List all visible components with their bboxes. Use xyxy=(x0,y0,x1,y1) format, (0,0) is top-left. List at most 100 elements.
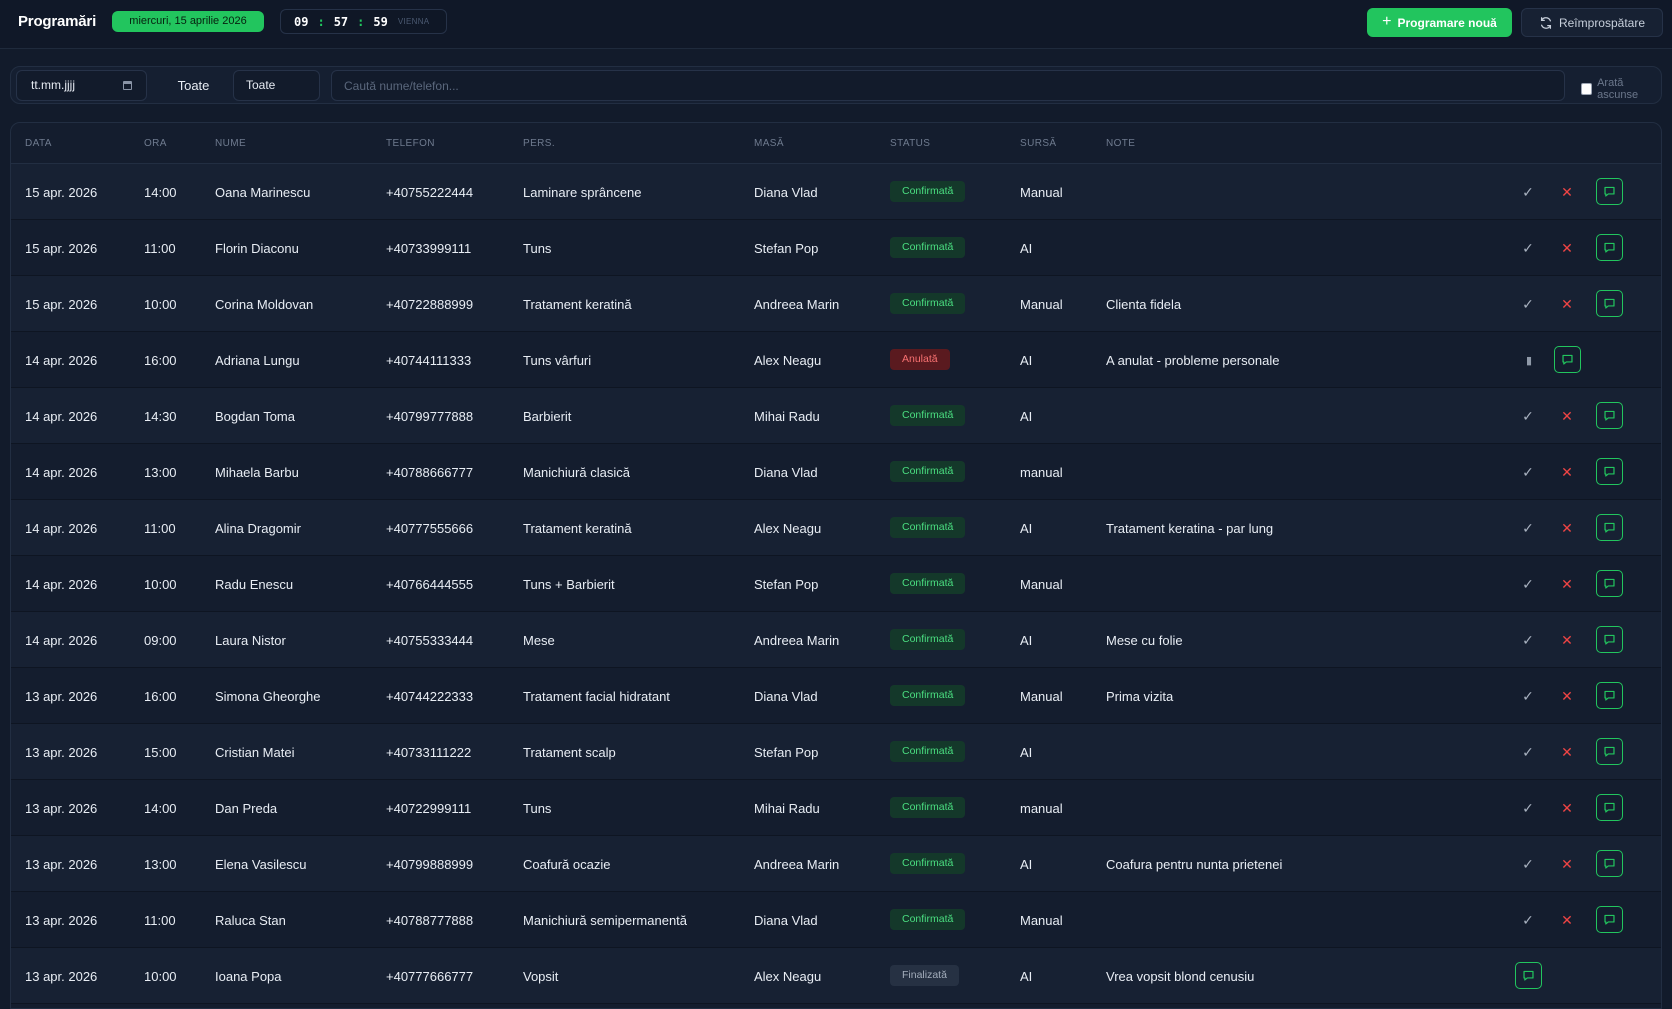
table-row[interactable]: 14 apr. 2026 13:00 Mihaela Barbu +407886667… xyxy=(11,444,1661,500)
cell-time: 09:00 xyxy=(144,633,177,648)
cell-source: manual xyxy=(1020,465,1063,480)
cancel-x-icon[interactable]: ✕ xyxy=(1561,239,1573,256)
table-row[interactable]: 15 apr. 2026 10:00 Corina Moldovan +4072288… xyxy=(11,276,1661,332)
confirm-check-icon[interactable]: ✓ xyxy=(1522,239,1534,256)
message-button[interactable] xyxy=(1596,794,1623,821)
status-filter-select[interactable]: Toate xyxy=(233,70,320,101)
refresh-button[interactable]: Reîmprospătare xyxy=(1521,8,1663,37)
cancel-x-icon[interactable]: ✕ xyxy=(1561,687,1573,704)
cell-source: AI xyxy=(1020,633,1033,648)
clock-timezone: VIENNA xyxy=(397,17,430,26)
message-button[interactable] xyxy=(1596,570,1623,597)
cell-source: AI xyxy=(1020,521,1033,536)
confirm-check-icon[interactable]: ✓ xyxy=(1522,743,1534,760)
message-button[interactable] xyxy=(1596,290,1623,317)
delete-trash-icon[interactable]: ▮ xyxy=(1525,354,1533,367)
cell-service: Tratament keratină xyxy=(523,521,632,536)
date-filter-placeholder: tt.mm.jjjj xyxy=(31,78,75,92)
cell-service: Coafură ocazie xyxy=(523,857,611,872)
confirm-check-icon[interactable]: ✓ xyxy=(1522,799,1534,816)
confirm-check-icon[interactable]: ✓ xyxy=(1522,295,1534,312)
status-badge: Confirmată xyxy=(890,909,966,930)
cell-name: Ioana Popa xyxy=(215,969,282,984)
cancel-x-icon[interactable]: ✕ xyxy=(1561,407,1573,424)
cell-source: AI xyxy=(1020,857,1033,872)
confirm-check-icon[interactable]: ✓ xyxy=(1522,855,1534,872)
cell-name: Dan Preda xyxy=(215,801,278,816)
show-hidden-checkbox[interactable] xyxy=(1581,83,1593,95)
cell-staff: Mihai Radu xyxy=(754,801,820,816)
table-row[interactable]: 14 apr. 2026 14:30 Bogdan Toma +40799777888… xyxy=(11,388,1661,444)
cell-date: 14 apr. 2026 xyxy=(25,353,98,368)
cell-notes: Prima vizita xyxy=(1106,689,1174,704)
column-header-date: DATA xyxy=(25,138,52,149)
message-button[interactable] xyxy=(1596,514,1623,541)
cancel-x-icon[interactable]: ✕ xyxy=(1561,631,1573,648)
cancel-x-icon[interactable]: ✕ xyxy=(1561,463,1573,480)
table-row[interactable]: 13 apr. 2026 14:00 Dan Preda +40722999111 Tu… xyxy=(11,780,1661,836)
cell-service: Vopsit xyxy=(523,969,559,984)
table-row[interactable]: 14 apr. 2026 10:00 Radu Enescu +40766444555… xyxy=(11,556,1661,612)
cell-staff: Diana Vlad xyxy=(754,185,818,200)
table-row[interactable]: 15 apr. 2026 14:00 Oana Marinescu +40755222… xyxy=(11,164,1661,220)
cell-name: Florin Diaconu xyxy=(215,241,299,256)
message-button[interactable] xyxy=(1554,346,1581,373)
confirm-check-icon[interactable]: ✓ xyxy=(1522,911,1534,928)
message-button[interactable] xyxy=(1596,738,1623,765)
message-button[interactable] xyxy=(1596,682,1623,709)
table-row[interactable]: 14 apr. 2026 09:00 Laura Nistor +4075533344… xyxy=(11,612,1661,668)
calendar-icon[interactable] xyxy=(123,81,132,90)
cell-staff: Andreea Marin xyxy=(754,857,840,872)
message-button[interactable] xyxy=(1596,402,1623,429)
date-filter-input[interactable]: tt.mm.jjjj xyxy=(16,70,147,101)
new-appointment-label: Programare nouă xyxy=(1397,15,1497,30)
cancel-x-icon[interactable]: ✕ xyxy=(1561,855,1573,872)
column-header-status: STATUS xyxy=(890,138,931,149)
cell-date: 15 apr. 2026 xyxy=(25,185,98,200)
message-button[interactable] xyxy=(1596,850,1623,877)
cell-time: 15:00 xyxy=(144,745,177,760)
confirm-check-icon[interactable]: ✓ xyxy=(1522,631,1534,648)
new-appointment-button[interactable]: + Programare nouă xyxy=(1367,8,1512,37)
cancel-x-icon[interactable]: ✕ xyxy=(1561,183,1573,200)
table-row[interactable]: 14 apr. 2026 16:00 Adriana Lungu +407441113… xyxy=(11,332,1661,388)
table-row[interactable]: 14 apr. 2026 11:00 Alina Dragomir +40777555… xyxy=(11,500,1661,556)
confirm-check-icon[interactable]: ✓ xyxy=(1522,687,1534,704)
table-row[interactable]: 13 apr. 2026 11:00 Raluca Stan +40788777888… xyxy=(11,892,1661,948)
cell-time: 11:00 xyxy=(144,913,176,928)
confirm-check-icon[interactable]: ✓ xyxy=(1522,463,1534,480)
table-row[interactable]: 13 apr. 2026 10:00 Ioana Popa +40777666777 V… xyxy=(11,948,1661,1004)
live-clock: 09 : 57 : 59 VIENNA xyxy=(280,9,447,34)
cell-name: Radu Enescu xyxy=(215,577,294,592)
search-input[interactable] xyxy=(331,70,1565,101)
cancel-x-icon[interactable]: ✕ xyxy=(1561,519,1573,536)
message-button[interactable] xyxy=(1596,178,1623,205)
cell-time: 10:00 xyxy=(144,969,177,984)
message-button[interactable] xyxy=(1596,458,1623,485)
cell-time: 16:00 xyxy=(144,353,177,368)
cell-staff: Diana Vlad xyxy=(754,465,818,480)
message-button[interactable] xyxy=(1596,626,1623,653)
confirm-check-icon[interactable]: ✓ xyxy=(1522,519,1534,536)
table-row[interactable]: 13 apr. 2026 16:00 Simona Gheorghe +4074422… xyxy=(11,668,1661,724)
table-row[interactable]: 15 apr. 2026 11:00 Florin Diaconu +40733999… xyxy=(11,220,1661,276)
message-button[interactable] xyxy=(1596,234,1623,261)
cancel-x-icon[interactable]: ✕ xyxy=(1561,575,1573,592)
confirm-check-icon[interactable]: ✓ xyxy=(1522,183,1534,200)
table-row[interactable]: 13 apr. 2026 15:00 Cristian Matei +40733111… xyxy=(11,724,1661,780)
cancel-x-icon[interactable]: ✕ xyxy=(1561,295,1573,312)
cell-service: Barbierit xyxy=(523,409,572,424)
confirm-check-icon[interactable]: ✓ xyxy=(1522,407,1534,424)
clock-seconds: 59 xyxy=(373,14,388,29)
staff-filter-select[interactable]: Toate xyxy=(177,78,210,93)
cancel-x-icon[interactable]: ✕ xyxy=(1561,799,1573,816)
cancel-x-icon[interactable]: ✕ xyxy=(1561,743,1573,760)
confirm-check-icon[interactable]: ✓ xyxy=(1522,575,1534,592)
cell-time: 10:00 xyxy=(144,297,177,312)
cancel-x-icon[interactable]: ✕ xyxy=(1561,911,1573,928)
message-button[interactable] xyxy=(1515,962,1542,989)
message-button[interactable] xyxy=(1596,906,1623,933)
table-row[interactable]: 13 apr. 2026 13:00 Elena Vasilescu +4079988… xyxy=(11,836,1661,892)
cell-name: Oana Marinescu xyxy=(215,185,311,200)
show-hidden-toggle[interactable]: Arată ascunse xyxy=(1581,77,1661,101)
